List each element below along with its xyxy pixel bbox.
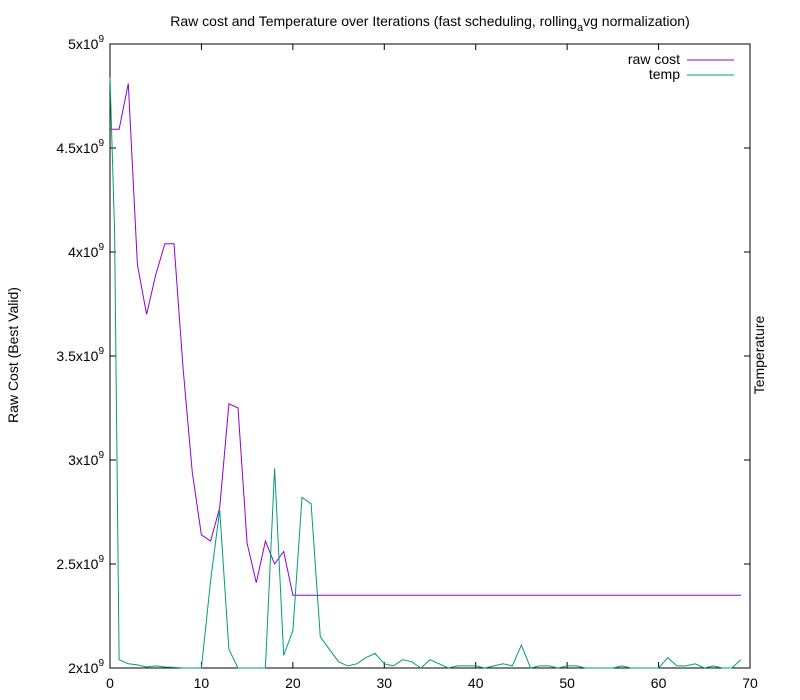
legend-label: temp [649,66,680,82]
legend-label: raw cost [628,51,680,67]
series-line-temp [109,77,742,669]
y-tick-label: 2x109 [68,658,104,676]
y-tick-label: 4x109 [68,242,104,260]
y-axis-label: Raw Cost (Best Valid) [5,287,21,423]
axes: 0 10 20 30 40 50 60 70 2x109 2.5x109 3x109 3.5x109 4… [56,34,758,691]
y-tick-label: 3x109 [68,450,104,468]
x-tick-label: 50 [559,675,575,691]
plot-frame [109,43,751,669]
x-tick-label: 60 [651,675,667,691]
series-group [109,77,742,669]
x-tick-label: 20 [285,675,301,691]
x-tick-label: 40 [468,675,484,691]
x-tick-label: 30 [376,675,392,691]
y-tick-label: 3.5x109 [56,346,104,364]
chart-title-main: Raw cost and Temperature over Iterations… [170,13,577,29]
y-tick-label: 5x109 [68,34,104,52]
chart-title-tail: vg normalization) [583,13,690,29]
y-tick-label: 2.5x109 [56,554,104,572]
y2-axis-label: Temperature [751,315,767,394]
chart-title-subscript: a [577,22,584,34]
chart-title: Raw cost and Temperature over Iterations… [170,13,689,34]
x-tick-label: 0 [106,675,114,691]
x-tick-label: 70 [742,675,758,691]
series-line-raw-cost [110,83,741,596]
x-tick-label: 10 [194,675,210,691]
y-tick-label: 4.5x109 [56,138,104,156]
